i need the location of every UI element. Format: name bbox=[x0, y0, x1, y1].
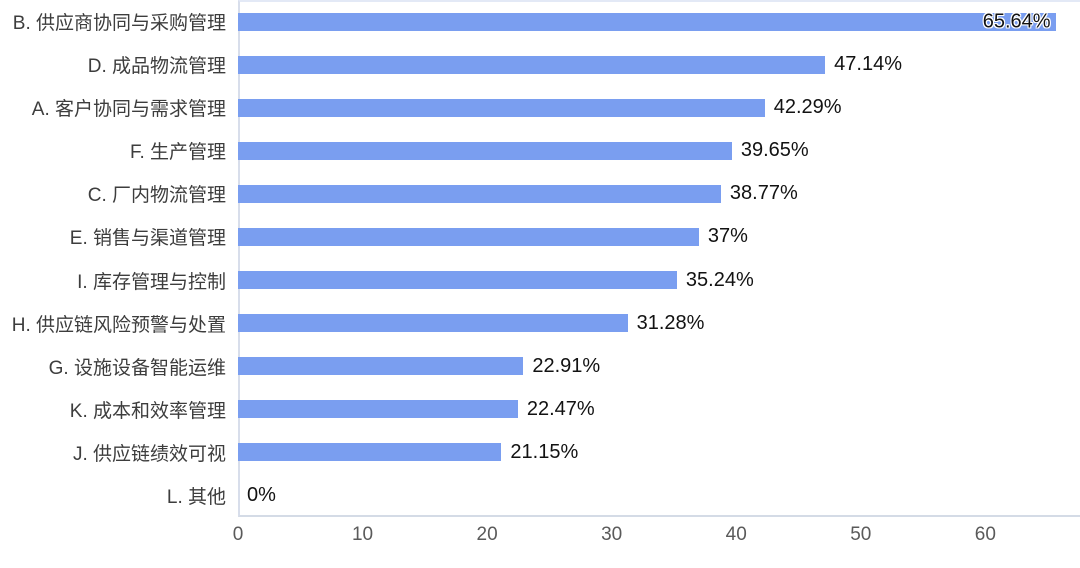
category-label: L. 其他 bbox=[166, 486, 226, 508]
x-axis-tick-label: 40 bbox=[725, 524, 747, 545]
bar-row: J. 供应链绩效可视 21.15% bbox=[0, 431, 1080, 474]
bar-track: 47.14% bbox=[238, 43, 1080, 86]
bar-track: 22.47% bbox=[238, 388, 1080, 431]
x-axis-tick-label: 60 bbox=[974, 524, 996, 545]
bar-track: 0% bbox=[238, 474, 1080, 517]
bar-row: E. 销售与渠道管理 37% bbox=[0, 215, 1080, 258]
bar bbox=[238, 314, 628, 333]
x-axis-tick-label: 30 bbox=[601, 524, 623, 545]
bar-row: C. 厂内物流管理 38.77% bbox=[0, 172, 1080, 215]
category-label: J. 供应链绩效可视 bbox=[72, 443, 226, 465]
value-label: 47.14% bbox=[834, 53, 902, 76]
bar-track: 31.28% bbox=[238, 302, 1080, 345]
bar-row: B. 供应商协同与采购管理 65.64% bbox=[0, 0, 1080, 43]
category-label: B. 供应商协同与采购管理 bbox=[12, 13, 226, 35]
bar-track: 39.65% bbox=[238, 129, 1080, 172]
value-label: 39.65% bbox=[740, 139, 809, 162]
value-label: 31.28% bbox=[636, 311, 705, 334]
value-label: 38.77% bbox=[729, 182, 798, 205]
category-label: K. 成本和效率管理 bbox=[69, 400, 226, 422]
category-label: F. 生产管理 bbox=[129, 142, 226, 164]
category-label: E. 销售与渠道管理 bbox=[69, 228, 226, 250]
bar-row: A. 客户协同与需求管理 42.29% bbox=[0, 86, 1080, 129]
category-label: I. 库存管理与控制 bbox=[77, 271, 226, 293]
value-label: 0% bbox=[247, 483, 276, 506]
value-label: 37% bbox=[707, 225, 748, 248]
bar-track: 35.24% bbox=[238, 258, 1080, 301]
category-label: D. 成品物流管理 bbox=[87, 56, 226, 78]
x-axis: 0 10 20 30 40 50 60 bbox=[0, 524, 1080, 554]
bar-track: 22.91% bbox=[238, 345, 1080, 388]
bar-row: K. 成本和效率管理 22.47% bbox=[0, 388, 1080, 431]
bar-track: 37% bbox=[238, 215, 1080, 258]
bar bbox=[238, 400, 518, 419]
bar-rows: B. 供应商协同与采购管理 65.64% D. 成品物流管理 47.14% A. 客户协… bbox=[0, 0, 1080, 517]
x-axis-tick-label: 10 bbox=[351, 524, 374, 545]
value-label: 22.47% bbox=[526, 397, 595, 420]
category-label: C. 厂内物流管理 bbox=[87, 185, 226, 207]
bar bbox=[238, 98, 765, 117]
category-label: H. 供应链风险预警与处置 bbox=[11, 314, 226, 336]
plot-area-frame bbox=[238, 0, 1080, 517]
bar-track: 65.64% bbox=[238, 0, 1080, 43]
bar-row: I. 库存管理与控制 35.24% bbox=[0, 258, 1080, 301]
value-label: 22.91% bbox=[532, 354, 601, 377]
value-label: 65.64% bbox=[982, 10, 1051, 33]
value-label: 35.24% bbox=[685, 268, 754, 291]
category-label: G. 设施设备智能运维 bbox=[48, 357, 226, 379]
bar-row: L. 其他 0% bbox=[0, 474, 1080, 517]
x-axis-tick-label: 50 bbox=[850, 524, 872, 545]
bar-track: 38.77% bbox=[238, 172, 1080, 215]
bar bbox=[238, 271, 677, 289]
x-axis-tick-label: 0 bbox=[232, 524, 244, 545]
bar bbox=[238, 184, 721, 203]
bar bbox=[238, 141, 732, 160]
x-axis-tick-label: 20 bbox=[476, 524, 498, 545]
bar-track: 42.29% bbox=[238, 86, 1080, 129]
bar-row: F. 生产管理 39.65% bbox=[0, 129, 1080, 172]
bar bbox=[238, 227, 699, 246]
category-label: A. 客户协同与需求管理 bbox=[31, 99, 226, 121]
bar-row: G. 设施设备智能运维 22.91% bbox=[0, 345, 1080, 388]
bar bbox=[238, 12, 1056, 31]
bar-row: D. 成品物流管理 47.14% bbox=[0, 43, 1080, 86]
bar bbox=[238, 357, 524, 376]
bar bbox=[238, 55, 826, 74]
bar bbox=[238, 443, 502, 462]
value-label: 21.15% bbox=[510, 440, 579, 463]
bar-track: 21.15% bbox=[238, 431, 1080, 474]
bar-row: H. 供应链风险预警与处置 31.28% bbox=[0, 302, 1080, 345]
value-label: 42.29% bbox=[773, 96, 842, 119]
